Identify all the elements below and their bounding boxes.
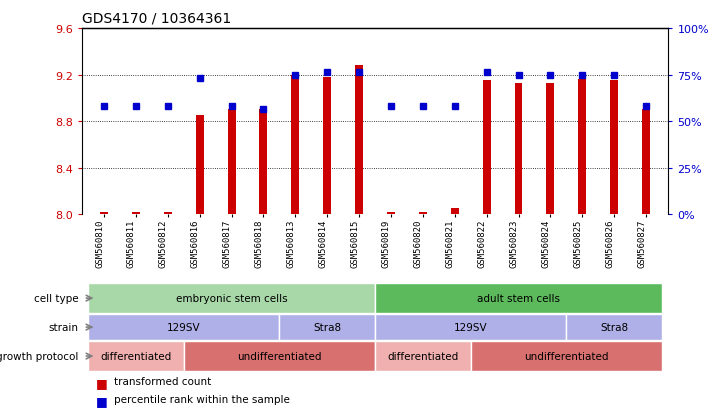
Bar [292,76,299,215]
Text: percentile rank within the sample: percentile rank within the sample [114,394,289,404]
Bar [279,314,375,340]
Text: cell type: cell type [34,293,79,304]
Bar [546,83,555,215]
Bar [183,341,375,371]
Text: Stra8: Stra8 [600,322,629,332]
Text: 129SV: 129SV [167,322,201,332]
Bar [324,78,331,215]
Text: transformed count: transformed count [114,376,211,386]
Text: undifferentiated: undifferentiated [237,351,321,361]
Bar [88,283,375,313]
Bar [88,341,183,371]
Bar [132,212,140,215]
Bar [196,116,204,215]
Text: strain: strain [49,322,79,332]
Text: differentiated: differentiated [100,351,171,361]
Text: growth protocol: growth protocol [0,351,79,361]
Text: ■: ■ [96,394,108,407]
Bar [260,110,267,215]
Bar [375,314,567,340]
Bar [483,81,491,215]
Bar [100,212,108,215]
Bar [642,110,650,215]
Text: undifferentiated: undifferentiated [524,351,609,361]
Text: ■: ■ [96,376,108,389]
Bar [610,81,618,215]
Bar [375,283,662,313]
Text: Stra8: Stra8 [313,322,341,332]
Bar [375,341,471,371]
Bar [471,341,662,371]
Bar [164,212,172,215]
Bar [567,314,662,340]
Text: differentiated: differentiated [387,351,459,361]
Bar [515,83,523,215]
Bar [419,212,427,215]
Text: embryonic stem cells: embryonic stem cells [176,293,287,304]
Text: GDS4170 / 10364361: GDS4170 / 10364361 [82,11,231,25]
Bar [228,110,235,215]
Bar [355,66,363,215]
Bar [88,314,279,340]
Text: adult stem cells: adult stem cells [477,293,560,304]
Bar [451,209,459,215]
Text: 129SV: 129SV [454,322,488,332]
Bar [578,80,587,215]
Bar [387,212,395,215]
